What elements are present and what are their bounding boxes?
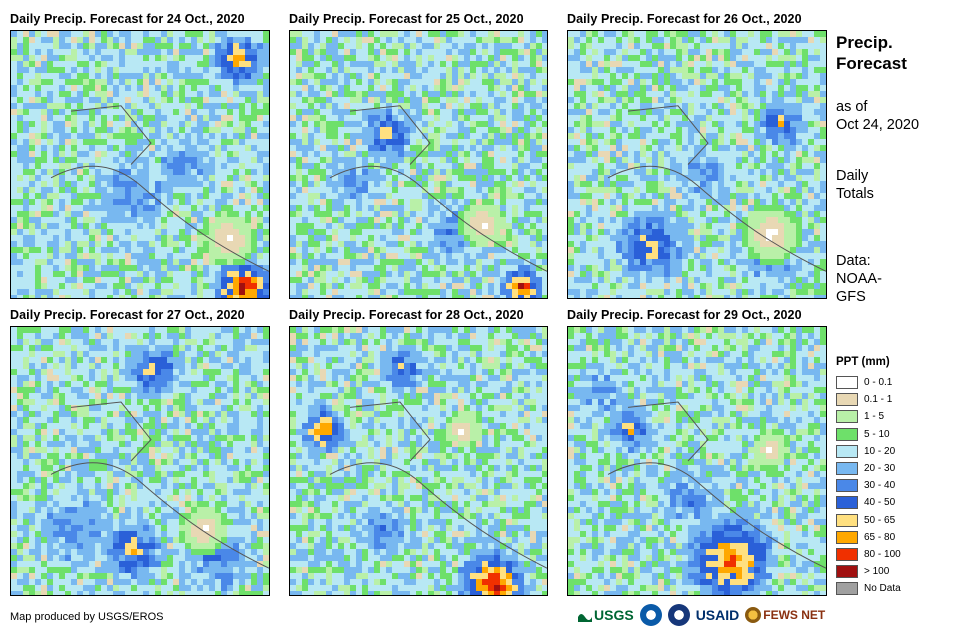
legend-swatch — [836, 513, 858, 527]
usgs-logo: USGS — [578, 607, 634, 623]
panel-title-3: Daily Precip. Forecast for 26 Oct., 2020 — [567, 12, 802, 26]
legend-label: 10 - 20 — [864, 445, 896, 457]
legend-item: > 100 — [836, 564, 889, 579]
panel-title-2: Daily Precip. Forecast for 25 Oct., 2020 — [289, 12, 524, 26]
usaid-logo: USAID — [695, 607, 740, 623]
legend-swatch — [836, 496, 858, 510]
legend-label: 80 - 100 — [864, 549, 901, 560]
map-panel-3 — [567, 30, 827, 299]
data-source: Data: NOAA- GFS — [836, 253, 882, 305]
legend-item: 1 - 5 — [836, 409, 884, 424]
legend-item: No Data — [836, 581, 901, 596]
legend-item: 80 - 100 — [836, 547, 901, 562]
legend-swatch — [836, 444, 858, 458]
legend-label: 40 - 50 — [864, 497, 896, 509]
legend-label: 30 - 40 — [864, 480, 896, 492]
precip-map-2 — [290, 31, 547, 298]
legend-swatch — [836, 530, 858, 544]
daily-totals: Daily Totals — [836, 168, 874, 202]
legend-swatch — [836, 393, 858, 407]
legend-swatch — [836, 462, 858, 475]
agency-logos: USGS USAID FEWS NET — [578, 602, 825, 628]
precip-map-3 — [568, 31, 826, 298]
legend-item: 20 - 30 — [836, 461, 895, 476]
legend-label: 20 - 30 — [864, 463, 896, 474]
fewsnet-logo: FEWS NET — [745, 607, 825, 623]
as-of-date: as of Oct 24, 2020 — [836, 99, 920, 133]
legend-label: 5 - 10 — [864, 428, 890, 440]
legend-item: 10 - 20 — [836, 444, 895, 459]
panel-title-6: Daily Precip. Forecast for 29 Oct., 2020 — [567, 308, 802, 322]
legend-item: 30 - 40 — [836, 478, 895, 493]
legend-swatch — [836, 376, 858, 389]
legend-swatch — [836, 410, 858, 424]
credit-text: Map produced by USGS/EROS — [10, 611, 164, 623]
legend-label: 1 - 5 — [864, 411, 885, 423]
fewsnet-globe-icon — [745, 607, 762, 623]
precip-map-4 — [11, 327, 269, 595]
legend-item: 0.1 - 1 — [836, 392, 892, 407]
panel-title-4: Daily Precip. Forecast for 27 Oct., 2020 — [10, 308, 245, 322]
legend-label: No Data — [864, 583, 901, 595]
noaa-seal-icon — [639, 604, 662, 626]
legend-swatch — [836, 548, 858, 561]
map-panel-2 — [289, 30, 548, 299]
usgs-wave-icon — [578, 614, 592, 622]
panel-title-5: Daily Precip. Forecast for 28 Oct., 2020 — [289, 308, 524, 322]
legend-label: > 100 — [864, 566, 890, 578]
legend-label: 0 - 0.1 — [864, 377, 893, 388]
panel-title-1: Daily Precip. Forecast for 24 Oct., 2020 — [10, 12, 245, 26]
legend-swatch — [836, 479, 858, 493]
map-panel-5 — [289, 326, 548, 596]
map-panel-4 — [10, 326, 270, 596]
map-panel-6 — [567, 326, 827, 596]
legend-title: PPT (mm) — [836, 356, 890, 368]
legend-swatch — [836, 427, 858, 441]
legend-item: 65 - 80 — [836, 530, 895, 545]
legend-label: 65 - 80 — [864, 531, 896, 543]
map-panel-1 — [10, 30, 270, 299]
legend-label: 0.1 - 1 — [864, 394, 893, 406]
precip-map-5 — [290, 327, 547, 595]
precip-map-1 — [11, 31, 269, 298]
legend-label: 50 - 65 — [864, 514, 896, 526]
legend-item: 40 - 50 — [836, 495, 895, 510]
legend-item: 0 - 0.1 — [836, 375, 892, 390]
precip-map-6 — [568, 327, 826, 595]
legend-swatch — [836, 565, 858, 579]
legend-swatch — [836, 582, 858, 596]
side-title: Precip. Forecast — [836, 33, 907, 73]
legend-item: 50 - 65 — [836, 513, 895, 528]
nasa-seal-icon — [667, 604, 690, 626]
legend-item: 5 - 10 — [836, 427, 890, 442]
